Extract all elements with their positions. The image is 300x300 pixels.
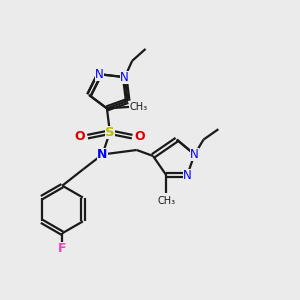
- Text: CH₃: CH₃: [129, 102, 147, 112]
- Text: N: N: [120, 71, 129, 84]
- Text: O: O: [134, 130, 145, 143]
- Text: F: F: [58, 242, 67, 255]
- Text: N: N: [95, 68, 104, 81]
- Text: N: N: [183, 169, 191, 182]
- Text: S: S: [105, 126, 115, 139]
- Text: CH₃: CH₃: [157, 196, 176, 206]
- Text: O: O: [75, 130, 86, 143]
- Text: N: N: [97, 148, 108, 161]
- Text: N: N: [190, 148, 199, 161]
